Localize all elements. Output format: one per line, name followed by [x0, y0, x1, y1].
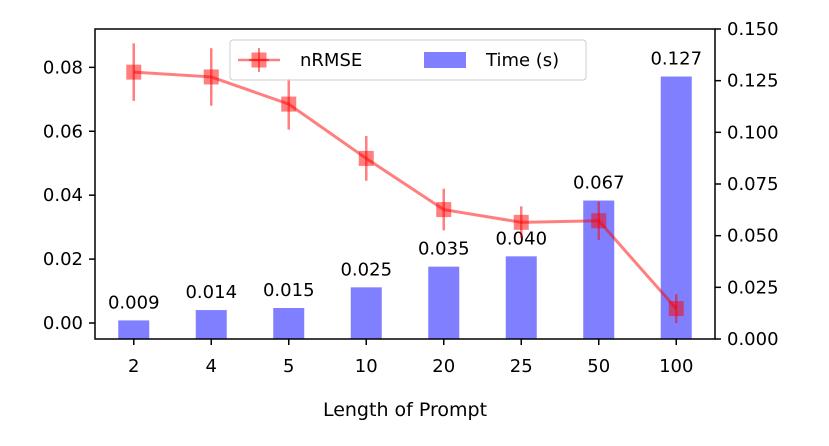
time-bar-label: 0.035 — [418, 239, 470, 260]
x-axis-tick-label: 4 — [206, 356, 217, 377]
left-axis-tick-label: 0.06 — [43, 121, 83, 142]
x-axis-tick-label: 10 — [355, 356, 378, 377]
time-bar-label: 0.067 — [573, 173, 625, 194]
right-axis-tick-label: 0.025 — [727, 277, 779, 298]
right-axis-tick-label: 0.150 — [727, 19, 779, 40]
left-axis-tick-label: 0.02 — [43, 249, 83, 270]
nrmse-line-layer — [126, 43, 684, 324]
bar-labels-layer: 0.009 0.014 0.015 0.025 0.035 0.040 0.067 0.127 — [108, 49, 702, 314]
right-axis-tick-label: 0.050 — [727, 226, 779, 247]
time-bar-label: 0.040 — [495, 228, 547, 249]
legend-time-label: Time (s) — [485, 50, 559, 71]
time-bar-label: 0.127 — [650, 49, 702, 70]
nrmse-point — [668, 301, 684, 317]
legend-box — [229, 39, 587, 81]
x-axis: 2 4 5 10 20 25 50 100 — [128, 339, 693, 377]
x-axis-tick-label: 25 — [510, 356, 533, 377]
time-bar — [273, 308, 305, 339]
time-bar-label: 0.025 — [340, 259, 392, 280]
right-axis-tick-label: 0.125 — [727, 71, 779, 92]
left-axis-tick-label: 0.08 — [43, 57, 83, 78]
nrmse-line — [133, 70, 678, 310]
time-bar — [118, 320, 150, 339]
time-bar-label: 0.015 — [263, 280, 315, 301]
legend-time-swatch — [424, 52, 466, 68]
nrmse-point — [591, 213, 607, 229]
nrmse-point — [281, 96, 297, 112]
x-axis-tick-label: 5 — [283, 356, 294, 377]
x-axis-title: Length of Prompt — [323, 399, 487, 421]
right-y-axis: 0.000 0.025 0.050 0.075 0.100 0.125 0.150 — [715, 19, 779, 350]
time-bar-label: 0.014 — [185, 282, 237, 303]
x-axis-tick-label: 20 — [432, 356, 455, 377]
nrmse-point — [203, 69, 219, 85]
time-bar — [195, 310, 227, 339]
time-bar — [350, 287, 382, 339]
right-axis-tick-label: 0.100 — [727, 122, 779, 143]
left-axis-tick-label: 0.04 — [43, 185, 83, 206]
time-bar — [428, 266, 460, 339]
time-bar — [505, 256, 537, 339]
nrmse-point — [358, 150, 374, 166]
nrmse-point — [126, 64, 142, 80]
x-axis-tick-label: 2 — [128, 356, 139, 377]
legend: nRMSE Time (s) — [229, 39, 587, 81]
time-bar-label: 0.009 — [108, 292, 160, 313]
nrmse-point — [436, 202, 452, 218]
x-axis-tick-label: 50 — [587, 356, 610, 377]
x-axis-tick-label: 100 — [659, 356, 693, 377]
right-axis-tick-label: 0.000 — [727, 329, 779, 350]
legend-nrmse-label: nRMSE — [300, 50, 362, 71]
left-y-axis: 0.00 0.02 0.04 0.06 0.08 — [43, 57, 95, 334]
nrmse-point — [513, 214, 529, 230]
right-axis-tick-label: 0.075 — [727, 174, 779, 195]
left-axis-tick-label: 0.00 — [43, 313, 83, 334]
